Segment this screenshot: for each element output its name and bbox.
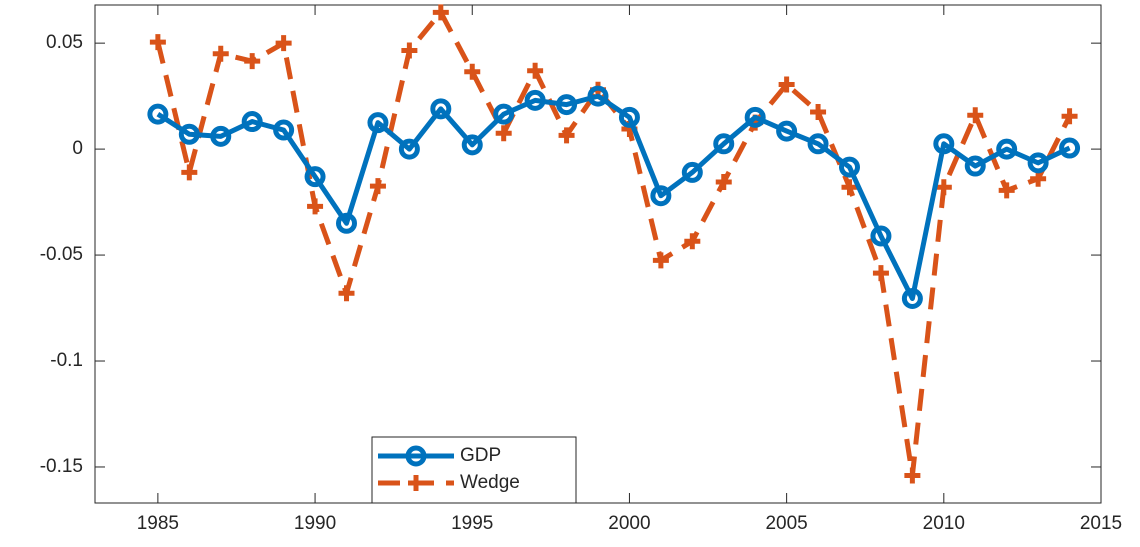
y-tick-label: 0.05 bbox=[46, 32, 83, 53]
marker bbox=[650, 185, 672, 207]
x-tick-label: 1985 bbox=[137, 513, 179, 534]
marker bbox=[212, 45, 229, 62]
marker bbox=[967, 107, 984, 124]
y-tick-label: -0.1 bbox=[50, 350, 83, 371]
legend-label: Wedge bbox=[460, 472, 520, 493]
marker bbox=[338, 285, 355, 302]
marker bbox=[744, 106, 766, 128]
marker bbox=[147, 103, 169, 125]
marker bbox=[558, 127, 575, 144]
marker bbox=[810, 104, 827, 121]
marker bbox=[996, 138, 1018, 160]
legend-marker bbox=[408, 475, 424, 491]
marker bbox=[493, 103, 515, 125]
marker bbox=[149, 34, 166, 51]
marker bbox=[964, 155, 986, 177]
marker bbox=[935, 179, 952, 196]
marker bbox=[715, 173, 732, 190]
x-tick-label: 1990 bbox=[294, 513, 336, 534]
marker bbox=[933, 133, 955, 155]
marker bbox=[178, 123, 200, 145]
marker bbox=[681, 161, 703, 183]
x-tick-label: 2005 bbox=[765, 513, 807, 534]
marker bbox=[367, 112, 389, 134]
marker bbox=[369, 178, 386, 195]
marker bbox=[432, 4, 449, 21]
marker bbox=[244, 53, 261, 70]
marker bbox=[998, 182, 1015, 199]
x-tick-label: 2000 bbox=[608, 513, 650, 534]
marker bbox=[684, 233, 701, 250]
marker bbox=[778, 76, 795, 93]
marker bbox=[495, 125, 512, 142]
marker bbox=[273, 119, 295, 141]
x-tick-label: 1995 bbox=[451, 513, 493, 534]
marker bbox=[870, 225, 892, 247]
marker bbox=[430, 98, 452, 120]
marker bbox=[461, 134, 483, 156]
marker bbox=[304, 166, 326, 188]
axes-box bbox=[94, 4, 1102, 504]
marker bbox=[398, 138, 420, 160]
y-tick-label: -0.05 bbox=[40, 244, 83, 265]
marker bbox=[652, 252, 669, 269]
marker bbox=[776, 120, 798, 142]
legend-label: GDP bbox=[460, 445, 501, 466]
marker bbox=[1059, 137, 1081, 159]
marker bbox=[904, 467, 921, 484]
y-tick-label: 0 bbox=[72, 138, 83, 159]
marker bbox=[275, 35, 292, 52]
marker bbox=[618, 106, 640, 128]
legend-marker bbox=[405, 445, 427, 467]
marker bbox=[210, 125, 232, 147]
marker bbox=[841, 179, 858, 196]
marker bbox=[464, 63, 481, 80]
marker bbox=[1030, 170, 1047, 187]
marker bbox=[527, 62, 544, 79]
marker bbox=[901, 288, 923, 310]
marker bbox=[713, 133, 735, 155]
marker bbox=[872, 265, 889, 282]
marker bbox=[839, 156, 860, 178]
marker bbox=[241, 111, 263, 133]
marker bbox=[1061, 108, 1078, 125]
legend-box bbox=[371, 436, 577, 504]
marker bbox=[336, 212, 357, 234]
x-tick-label: 2015 bbox=[1080, 513, 1122, 534]
marker bbox=[556, 94, 578, 116]
marker bbox=[401, 42, 418, 59]
marker bbox=[807, 133, 829, 155]
legend: GDP Wedge bbox=[371, 436, 577, 504]
marker bbox=[524, 89, 546, 111]
marker bbox=[307, 198, 324, 215]
marker bbox=[587, 85, 609, 107]
x-tick-label: 2010 bbox=[923, 513, 965, 534]
marker bbox=[1027, 152, 1049, 174]
marker bbox=[181, 164, 198, 181]
y-tick-label: -0.15 bbox=[40, 456, 83, 477]
